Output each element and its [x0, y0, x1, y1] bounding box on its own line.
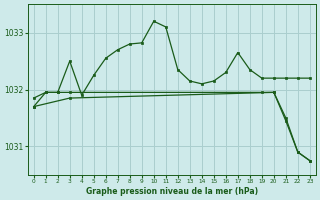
X-axis label: Graphe pression niveau de la mer (hPa): Graphe pression niveau de la mer (hPa)	[86, 187, 258, 196]
